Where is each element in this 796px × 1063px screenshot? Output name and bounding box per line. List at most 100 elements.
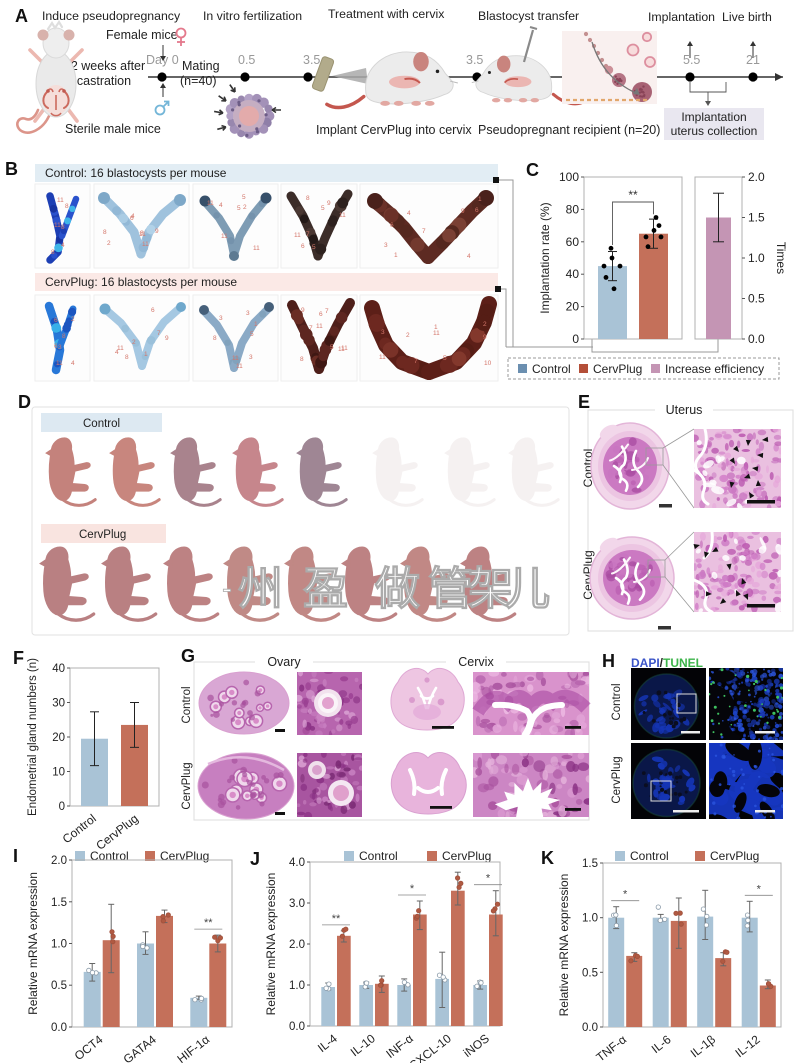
svg-text:3.5: 3.5 (466, 53, 483, 67)
svg-text:Control: Control (90, 849, 129, 863)
svg-text:3: 3 (58, 344, 62, 351)
svg-text:5: 5 (443, 355, 447, 362)
svg-text:20: 20 (566, 300, 580, 314)
svg-text:做: 做 (374, 563, 420, 614)
svg-text:castration: castration (77, 74, 131, 88)
svg-text:2 weeks after: 2 weeks after (71, 59, 145, 73)
svg-text:2: 2 (243, 204, 247, 211)
svg-text:8: 8 (213, 335, 217, 342)
svg-text:IL-4: IL-4 (315, 1031, 340, 1055)
svg-text:4: 4 (407, 210, 411, 217)
svg-text:Female mice: Female mice (106, 28, 178, 42)
svg-text:2: 2 (107, 240, 111, 247)
svg-text:6: 6 (301, 243, 305, 250)
svg-text:*: * (757, 883, 762, 895)
svg-text:10: 10 (484, 360, 492, 367)
svg-text:Cervix: Cervix (458, 655, 494, 669)
svg-text:5.5: 5.5 (683, 53, 700, 67)
svg-text:0.5: 0.5 (748, 292, 765, 306)
svg-text:8: 8 (125, 354, 129, 361)
svg-text:3: 3 (381, 329, 385, 336)
svg-text:CervPlug: CervPlug (79, 529, 126, 541)
svg-text:10: 10 (52, 767, 65, 779)
svg-text:州: 州 (238, 563, 283, 614)
svg-text:IL-12: IL-12 (732, 1032, 762, 1060)
svg-text:CervPlug: 16 blastocysts per m: CervPlug: 16 blastocysts per mouse (45, 275, 237, 289)
svg-text:**: ** (332, 913, 341, 925)
svg-text:Times: Times (774, 242, 788, 274)
svg-text:Treatment with cervix: Treatment with cervix (328, 7, 445, 21)
svg-text:Induce pseudopregnancy: Induce pseudopregnancy (42, 9, 181, 23)
svg-text:Implantation: Implantation (681, 110, 746, 124)
svg-text:3: 3 (249, 354, 253, 361)
svg-text:Control: Control (611, 683, 623, 720)
svg-text:CervPlug: CervPlug (181, 762, 193, 809)
svg-text:11: 11 (56, 360, 63, 367)
svg-text:CervPlug: CervPlug (93, 811, 141, 852)
svg-text:*: * (623, 889, 628, 901)
svg-text:*: * (486, 873, 491, 885)
svg-text:C: C (526, 160, 539, 180)
svg-text:HIF-1α: HIF-1α (174, 1032, 212, 1063)
svg-text:1: 1 (394, 252, 398, 259)
svg-text:Implantation: Implantation (648, 10, 715, 24)
svg-text:1: 1 (434, 324, 438, 331)
svg-text:5: 5 (242, 194, 246, 201)
svg-text:**: ** (628, 188, 638, 202)
svg-text:7: 7 (422, 228, 426, 235)
svg-text:IL-6: IL-6 (649, 1032, 674, 1056)
svg-text:CXCL-10: CXCL-10 (406, 1031, 454, 1063)
svg-text:11: 11 (207, 200, 214, 207)
svg-text:管: 管 (428, 563, 473, 614)
svg-text:Control: Control (359, 849, 398, 863)
svg-text:架: 架 (468, 563, 513, 614)
svg-text:1.0: 1.0 (289, 980, 305, 992)
svg-text:Sterile male mice: Sterile male mice (65, 122, 161, 136)
svg-text:0.0: 0.0 (582, 1022, 598, 1034)
svg-text:2.0: 2.0 (748, 170, 765, 184)
svg-text:11: 11 (142, 241, 149, 248)
svg-text:DAPI/TUNEL: DAPI/TUNEL (631, 656, 703, 670)
svg-text:1: 1 (144, 351, 148, 358)
svg-text:5: 5 (237, 205, 241, 212)
svg-text:9: 9 (461, 208, 465, 215)
svg-text:A: A (15, 6, 28, 26)
svg-text:IL-1β: IL-1β (688, 1032, 718, 1060)
svg-text:11: 11 (338, 346, 345, 353)
svg-text:8: 8 (300, 356, 304, 363)
svg-text:H: H (602, 651, 615, 671)
svg-text:7: 7 (325, 308, 329, 315)
svg-text:8: 8 (103, 229, 107, 236)
svg-text:5: 5 (250, 331, 254, 338)
svg-text:6: 6 (319, 311, 323, 318)
svg-text:E: E (578, 392, 590, 412)
svg-text:-: - (222, 572, 232, 605)
svg-text:4: 4 (131, 213, 135, 220)
svg-text:9: 9 (327, 200, 331, 207)
svg-text:80: 80 (566, 202, 580, 216)
svg-text:Relative mRNA expression: Relative mRNA expression (557, 874, 571, 1017)
svg-text:6: 6 (54, 317, 58, 324)
svg-text:6: 6 (151, 307, 155, 314)
svg-text:30: 30 (52, 698, 65, 710)
svg-text:*: * (410, 883, 415, 895)
svg-text:CervPlug: CervPlug (611, 756, 623, 803)
svg-text:11: 11 (236, 363, 243, 370)
svg-text:Uterus: Uterus (666, 403, 703, 417)
svg-text:1.0: 1.0 (748, 251, 765, 265)
svg-text:D: D (18, 392, 31, 412)
svg-text:CervPlug: CervPlug (160, 849, 209, 863)
svg-text:3: 3 (384, 242, 388, 249)
svg-text:6: 6 (130, 215, 134, 222)
svg-text:2: 2 (406, 332, 410, 339)
svg-text:11: 11 (316, 323, 323, 330)
svg-text:2: 2 (483, 321, 487, 328)
svg-text:7: 7 (309, 325, 313, 332)
svg-text:7: 7 (157, 330, 161, 337)
svg-text:Live birth: Live birth (722, 10, 772, 24)
svg-text:In vitro fertilization: In vitro fertilization (203, 9, 302, 23)
svg-text:9: 9 (483, 334, 487, 341)
svg-text:0: 0 (59, 801, 65, 813)
svg-text:0.0: 0.0 (51, 1022, 67, 1034)
svg-text:儿: 儿 (505, 563, 550, 614)
